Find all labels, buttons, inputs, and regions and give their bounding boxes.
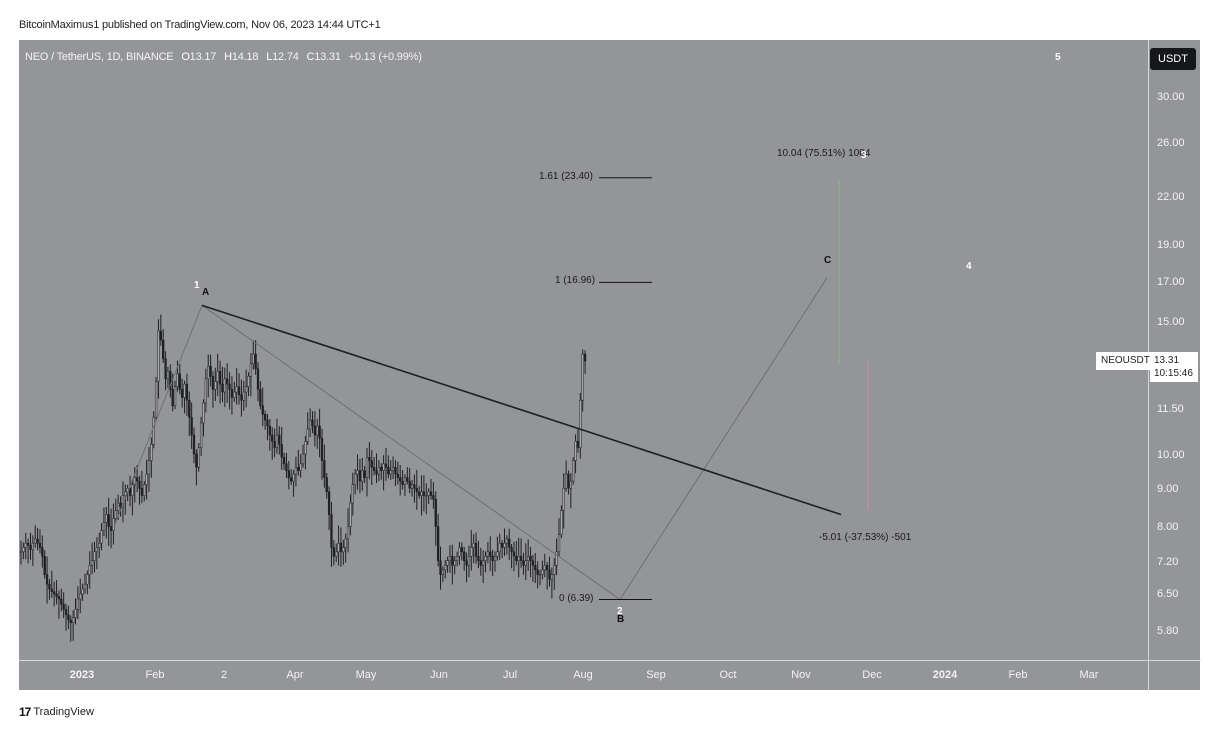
wave-label: 1 xyxy=(194,280,200,291)
bar-countdown: 10:15:46 xyxy=(1154,368,1193,379)
time-tick: 2023 xyxy=(69,669,95,681)
measure-down-label: -5.01 (-37.53%) -501 xyxy=(819,532,912,543)
time-tick: Oct xyxy=(719,669,737,681)
symbol-tag: NEOUSDT xyxy=(1096,352,1155,370)
time-tick: Feb xyxy=(1008,669,1028,681)
wave-label: C xyxy=(824,255,832,266)
currency-button[interactable]: USDT xyxy=(1150,48,1196,70)
wave-label: 5 xyxy=(1055,52,1061,63)
time-tick: 2024 xyxy=(932,669,958,681)
footer-brand: 17 TradingView xyxy=(19,705,94,719)
time-tick: Feb xyxy=(145,669,165,681)
price-tick: 26.00 xyxy=(1157,137,1185,149)
tradingview-logo-icon: 17 xyxy=(19,705,31,719)
legend-high-key: H xyxy=(224,51,232,63)
price-tick: 22.00 xyxy=(1157,191,1185,203)
plot-area[interactable]: NEO / TetherUS, 1D, BINANCE O13.17 H14.1… xyxy=(19,40,1148,660)
time-tick: Jun xyxy=(430,669,448,681)
measure-up-label: 10.04 (75.51%) 1004 xyxy=(777,148,871,159)
ohlc-legend: NEO / TetherUS, 1D, BINANCE O13.17 H14.1… xyxy=(25,51,427,63)
wave-label: 2 xyxy=(617,606,623,617)
legend-change: +0.13 (+0.99%) xyxy=(348,51,422,63)
axis-corner xyxy=(1148,660,1201,691)
time-tick: Mar xyxy=(1079,669,1099,681)
candlestick-chart[interactable] xyxy=(19,40,1148,660)
legend-close: 13.31 xyxy=(314,51,341,63)
time-tick: Jul xyxy=(502,669,518,681)
legend-close-key: C xyxy=(306,51,315,63)
fib-level-label: 1.61 (23.40) xyxy=(539,170,593,182)
time-axis[interactable]: 2023 Feb 2 Apr May Jun Jul Aug Sep Oct Nov Dec 2024 F… xyxy=(19,660,1148,691)
price-tick: 6.50 xyxy=(1157,588,1179,600)
time-tick: Dec xyxy=(862,669,882,681)
fib-level-label: 1 (16.96) xyxy=(555,275,596,287)
price-tick: 15.00 xyxy=(1157,316,1185,328)
time-tick: Sep xyxy=(646,669,666,681)
legend-high: 14.18 xyxy=(231,51,259,63)
published-caption: BitcoinMaximus1 published on TradingView… xyxy=(19,19,381,31)
price-tick: 11.50 xyxy=(1157,403,1184,415)
legend-open-key: O xyxy=(181,51,190,63)
wave-label: B xyxy=(617,614,625,625)
price-tick: 7.20 xyxy=(1157,556,1179,568)
time-tick: Nov xyxy=(791,669,811,681)
price-tick: 5.80 xyxy=(1157,625,1179,637)
price-tick: 10.00 xyxy=(1157,449,1185,461)
time-tick: 2 xyxy=(220,669,228,681)
last-price: 13.31 xyxy=(1154,355,1180,366)
legend-symbol[interactable]: NEO / TetherUS, 1D, BINANCE xyxy=(25,51,174,63)
price-tick: 17.00 xyxy=(1157,276,1185,288)
time-tick: Aug xyxy=(573,669,593,681)
price-tick: 8.00 xyxy=(1157,521,1179,533)
wave-label: 4 xyxy=(966,261,972,272)
price-axis[interactable]: 30.00 26.00 22.00 19.00 17.00 15.00 11.50 10.00… xyxy=(1148,40,1201,660)
brand-name: TradingView xyxy=(33,706,94,718)
price-tick: 19.00 xyxy=(1157,239,1185,251)
legend-low: 12.74 xyxy=(272,51,299,63)
price-tick: 30.00 xyxy=(1157,91,1185,103)
time-tick: Apr xyxy=(286,669,304,681)
last-price-tag: 13.31 10:15:46 xyxy=(1150,352,1198,382)
legend-low-key: L xyxy=(266,51,273,63)
wave-label: 3 xyxy=(861,150,867,161)
wave-label: A xyxy=(202,287,210,298)
chart-panel[interactable]: NEO / TetherUS, 1D, BINANCE O13.17 H14.1… xyxy=(19,40,1201,691)
time-tick: May xyxy=(355,669,377,681)
legend-open: 13.17 xyxy=(189,51,217,63)
fib-level-label: 0 (6.39) xyxy=(559,592,594,604)
price-tick: 9.00 xyxy=(1157,483,1179,495)
